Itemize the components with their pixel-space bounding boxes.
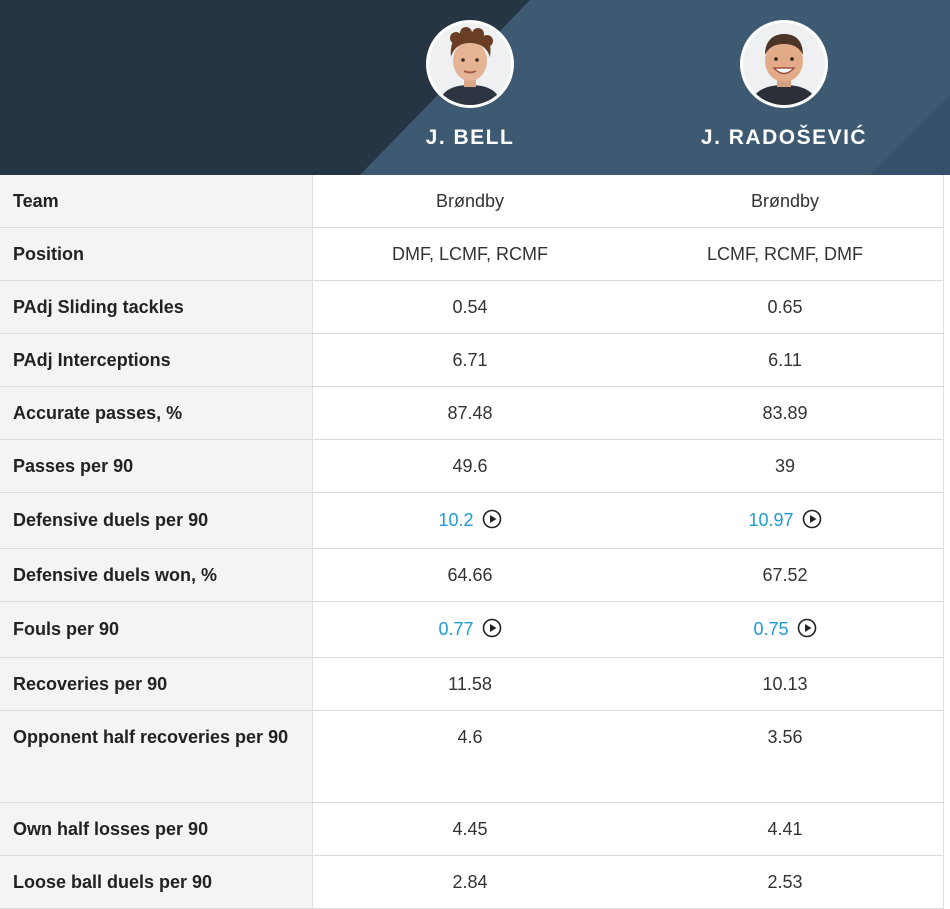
- table-row: Accurate passes, % 87.48 83.89: [0, 386, 944, 440]
- stat-value-player-2: 39: [627, 439, 944, 493]
- stat-label: Team: [0, 175, 313, 228]
- stat-value-player-1: 4.6: [312, 710, 628, 803]
- play-video-icon[interactable]: [797, 618, 817, 638]
- stat-video-link[interactable]: 10.97: [748, 509, 794, 530]
- stat-label: Fouls per 90: [0, 601, 313, 658]
- stat-label: Defensive duels per 90: [0, 492, 313, 549]
- play-video-icon[interactable]: [482, 509, 502, 529]
- stat-value-player-1: 11.58: [312, 657, 628, 711]
- player-photo-icon: [429, 23, 511, 105]
- stat-value-player-2: 0.65: [627, 280, 944, 334]
- stat-value-player-1: 87.48: [312, 386, 628, 440]
- stat-value-player-2: Brøndby: [627, 175, 944, 228]
- stat-label: PAdj Sliding tackles: [0, 280, 313, 334]
- stat-value-player-1: 10.2: [312, 492, 628, 549]
- stat-value-player-2: 4.41: [627, 802, 944, 856]
- stat-value-player-2: 67.52: [627, 548, 944, 602]
- stat-value-player-2: LCMF, RCMF, DMF: [627, 227, 944, 281]
- stat-label: Defensive duels won, %: [0, 548, 313, 602]
- player-avatar[interactable]: [740, 20, 828, 108]
- stat-value-player-1: Brøndby: [312, 175, 628, 228]
- stat-value-player-2: 0.75: [627, 601, 944, 658]
- table-row: Defensive duels per 90 10.2 10.97: [0, 492, 944, 549]
- table-row: Passes per 90 49.6 39: [0, 439, 944, 493]
- play-video-icon[interactable]: [802, 509, 822, 529]
- stat-label: PAdj Interceptions: [0, 333, 313, 387]
- table-row: PAdj Interceptions 6.71 6.11: [0, 333, 944, 387]
- player-name[interactable]: J. RADOŠEVIĆ: [700, 126, 868, 149]
- stat-value-player-1: 0.54: [312, 280, 628, 334]
- player-photo-icon: [743, 23, 825, 105]
- stat-video-link[interactable]: 0.77: [438, 618, 474, 639]
- stat-label: Recoveries per 90: [0, 657, 313, 711]
- stat-value-player-2: 10.13: [627, 657, 944, 711]
- stat-value-player-1: 2.84: [312, 855, 628, 909]
- stat-value-player-1: 0.77: [312, 601, 628, 658]
- stat-video-link[interactable]: 10.2: [438, 509, 474, 530]
- stat-value-player-2: 2.53: [627, 855, 944, 909]
- stat-value-player-2: 10.97: [627, 492, 944, 549]
- comparison-header: J. BELL J. RADOŠEVIĆ: [0, 0, 950, 175]
- stat-value-player-1: DMF, LCMF, RCMF: [312, 227, 628, 281]
- table-row: Opponent half recoveries per 90 4.6 3.56: [0, 710, 944, 803]
- stat-label: Passes per 90: [0, 439, 313, 493]
- table-row: Fouls per 90 0.77 0.75: [0, 601, 944, 658]
- table-row: Team Brøndby Brøndby: [0, 175, 944, 228]
- table-row: Recoveries per 90 11.58 10.13: [0, 657, 944, 711]
- stat-value-player-2: 3.56: [627, 710, 944, 803]
- stat-value-player-1: 64.66: [312, 548, 628, 602]
- play-video-icon[interactable]: [482, 618, 502, 638]
- table-row: Loose ball duels per 90 2.84 2.53: [0, 855, 944, 909]
- stat-label: Loose ball duels per 90: [0, 855, 313, 909]
- table-row: Position DMF, LCMF, RCMF LCMF, RCMF, DMF: [0, 227, 944, 281]
- stat-value-player-1: 6.71: [312, 333, 628, 387]
- player-column-header: J. BELL: [313, 20, 627, 150]
- stat-label: Accurate passes, %: [0, 386, 313, 440]
- stat-value-player-2: 6.11: [627, 333, 944, 387]
- stat-value-player-1: 4.45: [312, 802, 628, 856]
- stats-comparison-table: Team Brøndby Brøndby Position DMF, LCMF,…: [0, 175, 944, 909]
- stat-label: Opponent half recoveries per 90: [0, 710, 313, 803]
- table-row: PAdj Sliding tackles 0.54 0.65: [0, 280, 944, 334]
- player-name[interactable]: J. BELL: [425, 126, 515, 149]
- table-row: Defensive duels won, % 64.66 67.52: [0, 548, 944, 602]
- stat-value-player-2: 83.89: [627, 386, 944, 440]
- stat-video-link[interactable]: 0.75: [753, 618, 789, 639]
- player-avatar[interactable]: [426, 20, 514, 108]
- stat-label: Position: [0, 227, 313, 281]
- stat-label: Own half losses per 90: [0, 802, 313, 856]
- player-column-header: J. RADOŠEVIĆ: [627, 20, 941, 150]
- stat-value-player-1: 49.6: [312, 439, 628, 493]
- table-row: Own half losses per 90 4.45 4.41: [0, 802, 944, 856]
